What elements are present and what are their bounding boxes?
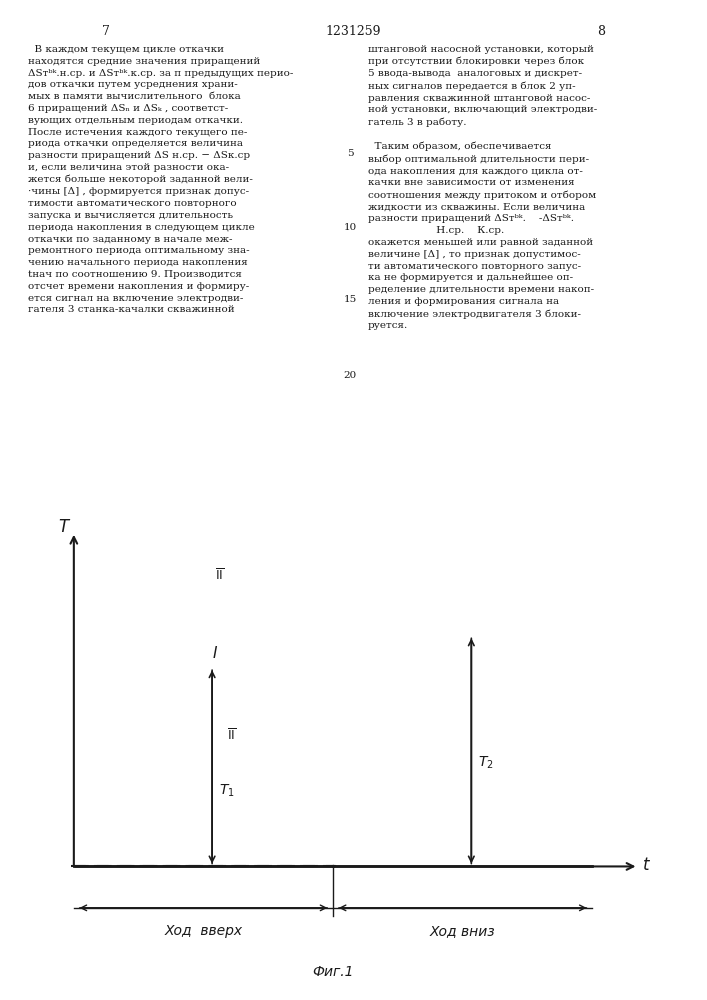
Text: Ход  вверх: Ход вверх: [165, 924, 243, 938]
Text: 20: 20: [344, 370, 356, 379]
Text: 7: 7: [102, 25, 110, 38]
Text: T: T: [59, 518, 69, 536]
Text: $T_2$: $T_2$: [478, 754, 494, 771]
Text: $I$: $I$: [212, 645, 218, 661]
Text: Фиг.1: Фиг.1: [312, 965, 354, 979]
Text: $\overline{\mathrm{II}}$: $\overline{\mathrm{II}}$: [226, 727, 236, 743]
Text: $\overline{\mathrm{II}}$: $\overline{\mathrm{II}}$: [215, 567, 224, 583]
Text: t: t: [643, 856, 650, 874]
Text: штанговой насосной установки, который
при отсутствии блокировки через блок
5 вво: штанговой насосной установки, который пр…: [368, 45, 597, 330]
Text: Ход вниз: Ход вниз: [430, 924, 496, 938]
Text: 1231259: 1231259: [326, 25, 381, 38]
Text: 8: 8: [597, 25, 605, 38]
Text: В каждом текущем цикле откачки
находятся средние значения приращений
ΔSᴛᵇᵏ.н.ср.: В каждом текущем цикле откачки находятся…: [28, 45, 293, 314]
Text: $T_1$: $T_1$: [219, 783, 235, 799]
Text: 15: 15: [344, 296, 356, 304]
Text: 5: 5: [346, 148, 354, 157]
Text: 10: 10: [344, 223, 356, 232]
